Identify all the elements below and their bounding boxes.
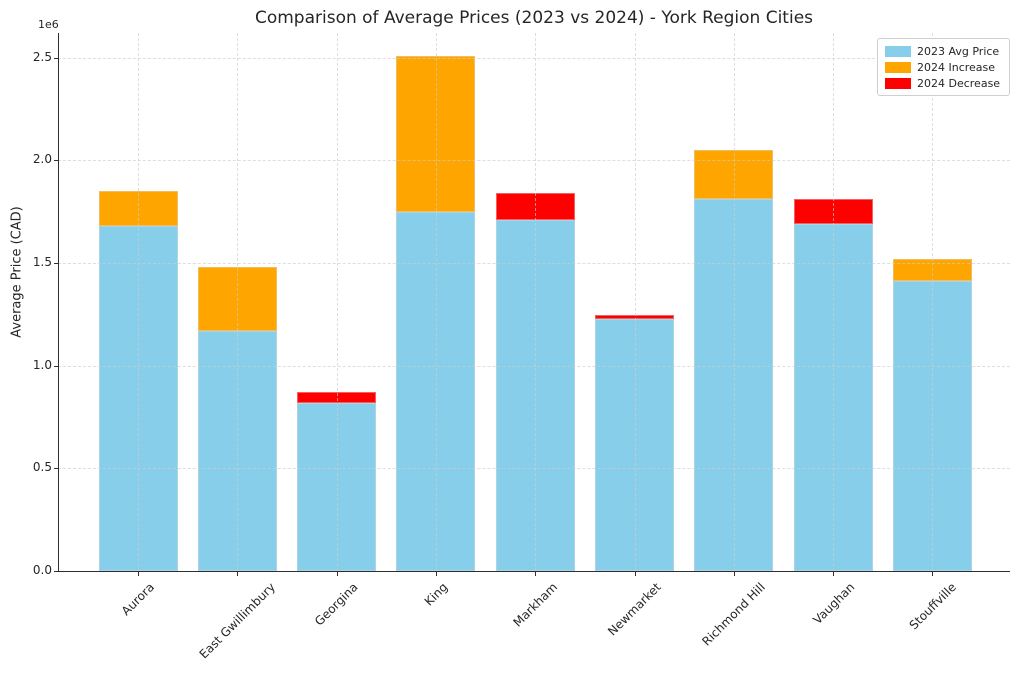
- ytick-mark-1.0: [54, 365, 58, 367]
- gridline-x-stouffville: [932, 33, 934, 571]
- legend-swatch-decrease-icon: [885, 77, 911, 89]
- xtick-mark-markham: [535, 572, 537, 576]
- gridline-x-markham: [535, 33, 537, 571]
- legend: 2023 Avg Price 2024 Increase 2024 Decrease: [877, 38, 1010, 96]
- y-axis-label: Average Price (CAD): [9, 206, 25, 338]
- legend-label: 2024 Decrease: [917, 76, 1001, 90]
- xtick-label-georgina: Georgina: [312, 580, 361, 629]
- ytick-mark-0.5: [54, 468, 58, 470]
- gridline-y-1.5: [58, 262, 1010, 264]
- xtick-label-vaughan: Vaughan: [809, 580, 857, 627]
- xtick-mark-vaughan: [833, 572, 835, 576]
- ytick-label-1.5: 1.5: [32, 254, 52, 269]
- ytick-mark-1.5: [54, 262, 58, 264]
- xtick-label-newmarket: Newmarket: [605, 580, 664, 639]
- xtick-mark-georgina: [336, 572, 338, 576]
- gridline-y-2.0: [58, 160, 1010, 162]
- y-axis-spine: [58, 33, 59, 572]
- ytick-label-2.0: 2.0: [32, 152, 52, 167]
- chart-title: Comparison of Average Prices (2023 vs 20…: [254, 8, 814, 28]
- y-axis-offset-label: 1e6: [38, 18, 59, 31]
- legend-label: 2023 Avg Price: [917, 44, 1000, 58]
- legend-swatch-base-icon: [885, 45, 911, 57]
- gridline-x-vaughan: [833, 33, 835, 571]
- legend-label: 2024 Increase: [917, 60, 996, 74]
- gridline-x-king: [435, 33, 437, 571]
- gridline-y-0.5: [58, 468, 1010, 470]
- xtick-mark-stouffville: [932, 572, 934, 576]
- gridline-x-georgina: [336, 33, 338, 571]
- xtick-mark-richmond-hill: [733, 572, 735, 576]
- legend-item-2023-avg-price: 2023 Avg Price: [885, 44, 1002, 58]
- gridline-y-1.0: [58, 365, 1010, 367]
- xtick-label-richmond-hill: Richmond Hill: [699, 580, 769, 649]
- gridline-y-2.5: [58, 57, 1010, 59]
- ytick-label-1.0: 1.0: [32, 357, 52, 372]
- x-axis-spine: [58, 571, 1010, 572]
- xtick-mark-east-gwillimbury: [237, 572, 239, 576]
- xtick-label-stouffville: Stouffville: [906, 580, 959, 633]
- xtick-label-markham: Markham: [510, 580, 561, 630]
- legend-item-2024-increase: 2024 Increase: [885, 60, 1002, 74]
- xtick-mark-king: [435, 572, 437, 576]
- xtick-mark-newmarket: [634, 572, 636, 576]
- xtick-label-east-gwillimbury: East Gwillimbury: [196, 580, 279, 662]
- xtick-label-king: King: [421, 580, 451, 609]
- gridline-x-east-gwillimbury: [237, 33, 239, 571]
- ytick-label-0.5: 0.5: [32, 460, 52, 475]
- ytick-mark-2.5: [54, 57, 58, 59]
- gridline-x-aurora: [138, 33, 139, 571]
- ytick-mark-0.0: [54, 571, 58, 572]
- gridline-x-newmarket: [634, 33, 636, 571]
- gridline-x-richmond-hill: [733, 33, 735, 571]
- ytick-label-0.0: 0.0: [32, 563, 52, 577]
- ytick-label-2.5: 2.5: [32, 49, 52, 64]
- legend-item-2024-decrease: 2024 Decrease: [885, 76, 1002, 90]
- xtick-mark-aurora: [138, 572, 139, 576]
- legend-swatch-increase-icon: [885, 61, 911, 73]
- ytick-mark-2.0: [54, 160, 58, 162]
- xtick-label-aurora: Aurora: [118, 580, 158, 619]
